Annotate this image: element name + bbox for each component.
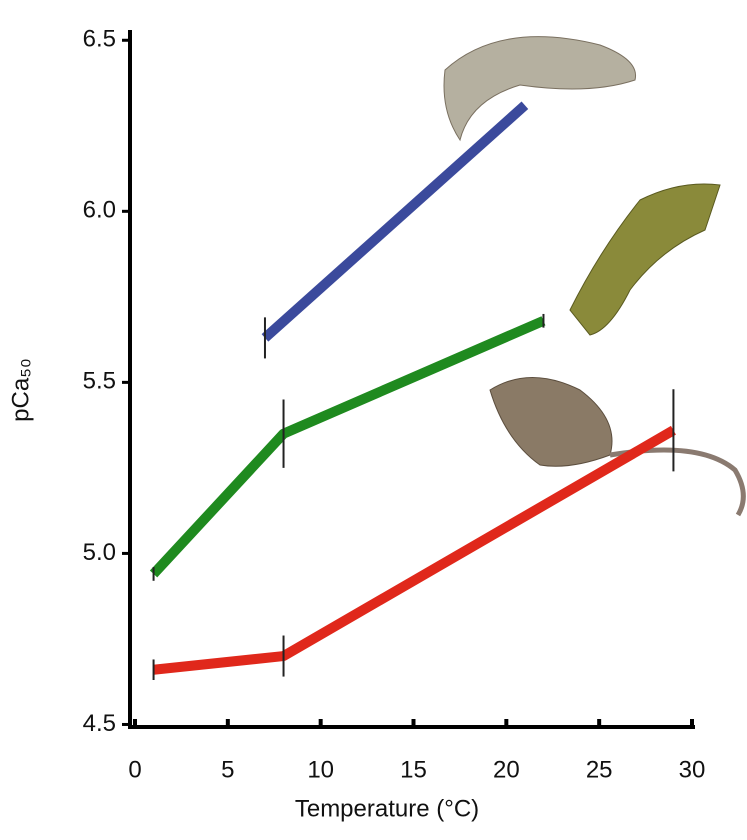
y-tick-label: 4.5: [83, 710, 116, 737]
x-tick-label: 10: [307, 756, 334, 783]
animal-illustrations: [443, 36, 746, 517]
mouse-illustration: [489, 377, 613, 467]
trout-illustration: [443, 36, 637, 142]
x-tick-label: 15: [400, 756, 427, 783]
x-axis-title: Temperature (°C): [295, 795, 479, 822]
y-tick-label: 5.0: [83, 539, 116, 566]
x-tick-label: 20: [493, 756, 520, 783]
mouse-tail: [609, 447, 746, 517]
x-tick-label: 0: [128, 756, 141, 783]
y-axis-title: pCa₅₀: [7, 358, 34, 422]
y-tick-label: 5.5: [83, 368, 116, 395]
y-tick-label: 6.5: [83, 26, 116, 53]
x-tick-label: 5: [221, 756, 234, 783]
x-tick-label: 25: [586, 756, 613, 783]
series-line: [153, 425, 676, 675]
series-line: [261, 101, 529, 342]
y-tick-label: 6.0: [83, 197, 116, 224]
x-tick-label: 30: [679, 756, 706, 783]
frog-illustration: [569, 183, 721, 336]
